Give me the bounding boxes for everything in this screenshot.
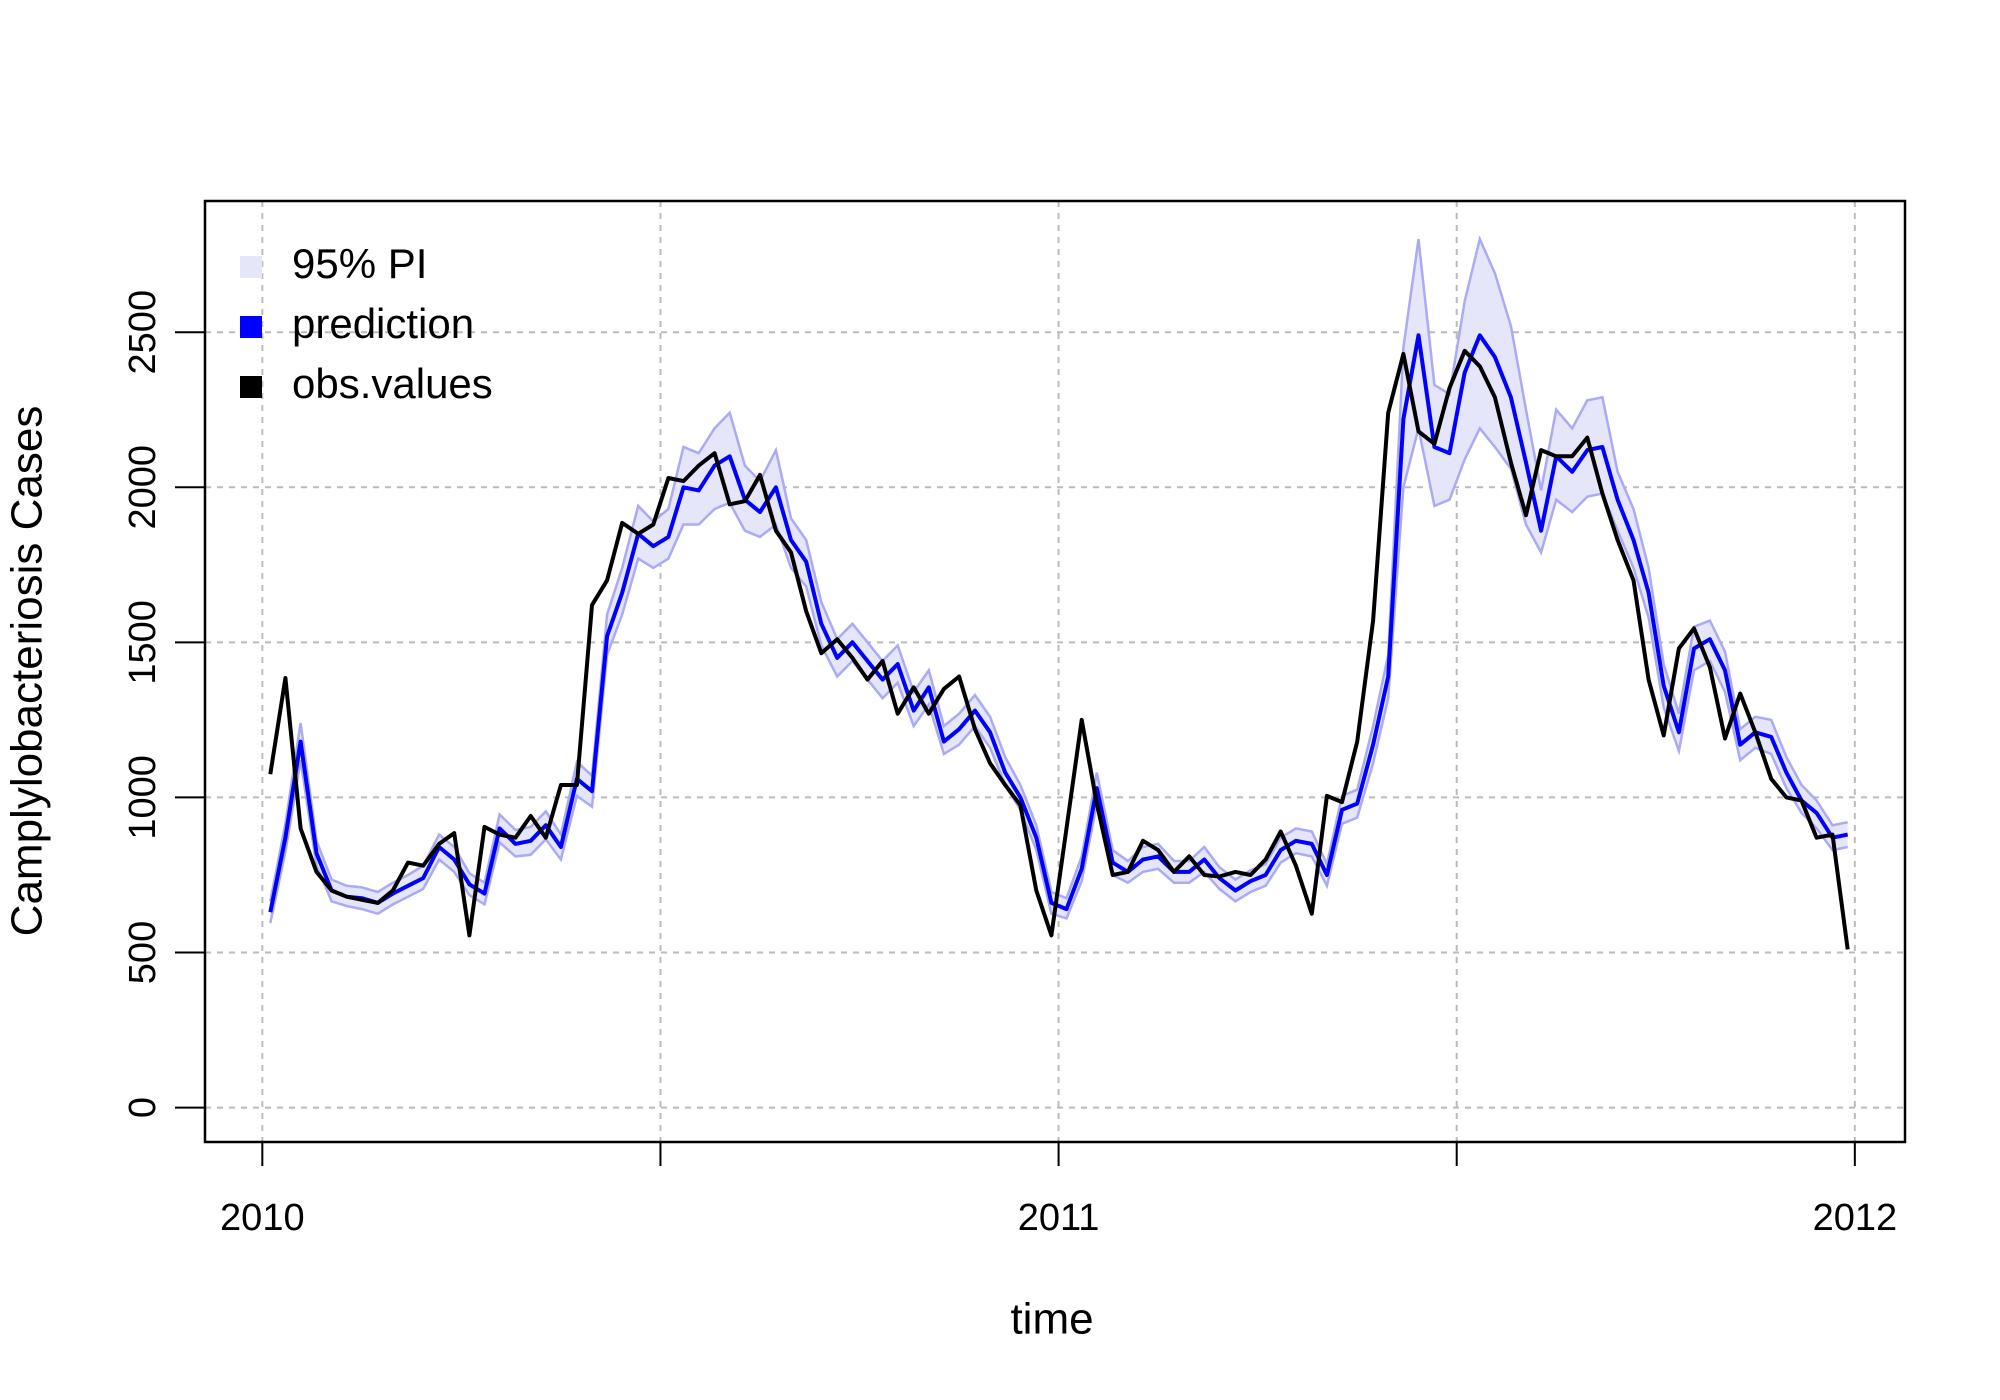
legend-label: prediction [292, 300, 474, 347]
band-area [270, 239, 1848, 924]
x-tick-label: 2011 [1018, 1197, 1100, 1239]
legend-swatch [240, 376, 262, 398]
x-tick-label: 2010 [220, 1197, 305, 1239]
legend-label: 95% PI [292, 240, 427, 287]
y-tick-label: 2000 [122, 445, 164, 530]
legend-swatch [240, 316, 262, 338]
plot-frame [203, 199, 1907, 1144]
y-tick-label: 2500 [122, 290, 164, 375]
y-tick-label: 1500 [122, 600, 164, 685]
y-tick-label: 500 [122, 921, 164, 984]
band-lower [269, 425, 1848, 924]
legend-swatch [240, 256, 262, 278]
x-tick-label: 2012 [1813, 1197, 1898, 1239]
y-tick-label: 1000 [122, 755, 164, 840]
y-axis-title: Camplylobacteriosis Cases [3, 406, 52, 937]
series-line [268, 348, 1850, 950]
series-line [268, 333, 1849, 913]
x-axis-title: time [1010, 1295, 1093, 1344]
legend-label: obs.values [292, 360, 493, 407]
y-tick-label: 0 [122, 1097, 164, 1118]
